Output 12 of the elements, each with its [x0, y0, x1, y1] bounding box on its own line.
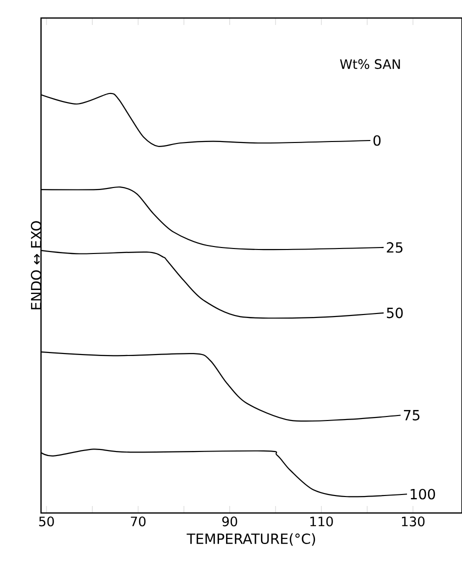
- x-tick-label: 50: [39, 516, 54, 526]
- series-label: 0: [373, 135, 381, 146]
- series-label: 50: [386, 308, 403, 318]
- x-tick-label: 90: [222, 516, 238, 526]
- x-tick-label: 130: [402, 516, 425, 526]
- series-label: 75: [404, 410, 420, 420]
- series-label: 25: [386, 242, 402, 253]
- x-tick-label: 110: [310, 516, 333, 526]
- legend-title: Wt% SAN: [340, 59, 400, 70]
- series-label: 100: [410, 488, 436, 500]
- x-axis-title: TEMPERATURE(°C): [186, 533, 316, 546]
- x-tick-label: 70: [130, 516, 146, 526]
